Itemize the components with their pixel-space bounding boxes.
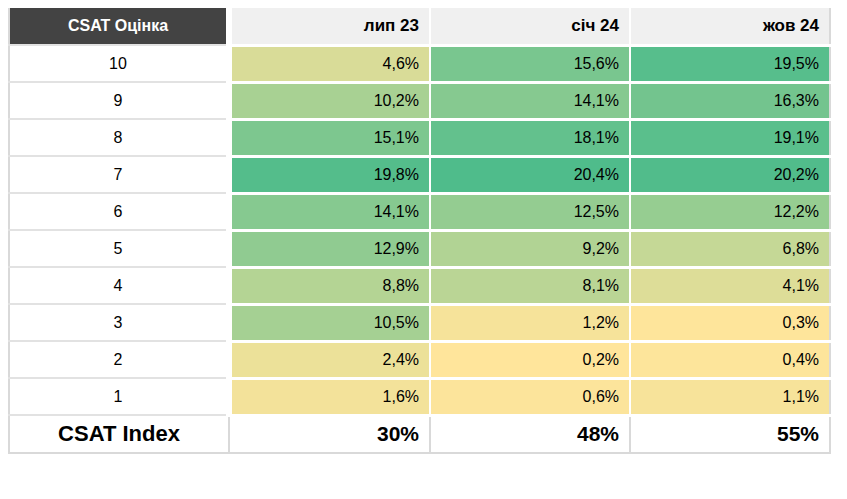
value-cell: 19,5% xyxy=(630,45,830,82)
table-row: 2 2,4% 0,2% 0,4% xyxy=(9,341,830,378)
value-cell: 14,1% xyxy=(430,82,630,119)
score-cell: 7 xyxy=(9,156,229,193)
corner-header-csat-score: CSAT Оцінка xyxy=(9,8,229,45)
column-header-oct-24: жов 24 xyxy=(630,8,830,45)
column-header-jan-24: січ 24 xyxy=(430,8,630,45)
value-cell: 0,6% xyxy=(430,378,630,415)
csat-index-value: 55% xyxy=(630,415,830,453)
score-cell: 2 xyxy=(9,341,229,378)
value-cell: 14,1% xyxy=(229,193,430,230)
value-cell: 12,2% xyxy=(630,193,830,230)
table-row: 1 1,6% 0,6% 1,1% xyxy=(9,378,830,415)
value-cell: 8,1% xyxy=(430,267,630,304)
value-cell: 10,2% xyxy=(229,82,430,119)
value-cell: 19,8% xyxy=(229,156,430,193)
csat-index-value: 48% xyxy=(430,415,630,453)
score-cell: 8 xyxy=(9,119,229,156)
value-cell: 4,1% xyxy=(630,267,830,304)
value-cell: 18,1% xyxy=(430,119,630,156)
table-row: 5 12,9% 9,2% 6,8% xyxy=(9,230,830,267)
table-header-row: CSAT Оцінка лип 23 січ 24 жов 24 xyxy=(9,8,830,45)
value-cell: 6,8% xyxy=(630,230,830,267)
table-row: 7 19,8% 20,4% 20,2% xyxy=(9,156,830,193)
value-cell: 15,6% xyxy=(430,45,630,82)
value-cell: 10,5% xyxy=(229,304,430,341)
value-cell: 15,1% xyxy=(229,119,430,156)
score-cell: 3 xyxy=(9,304,229,341)
value-cell: 1,6% xyxy=(229,378,430,415)
table-row: 9 10,2% 14,1% 16,3% xyxy=(9,82,830,119)
csat-heatmap-table: CSAT Оцінка лип 23 січ 24 жов 24 10 4,6%… xyxy=(8,8,831,454)
score-cell: 10 xyxy=(9,45,229,82)
value-cell: 12,5% xyxy=(430,193,630,230)
value-cell: 8,8% xyxy=(229,267,430,304)
value-cell: 1,2% xyxy=(430,304,630,341)
value-cell: 1,1% xyxy=(630,378,830,415)
value-cell: 12,9% xyxy=(229,230,430,267)
value-cell: 0,4% xyxy=(630,341,830,378)
value-cell: 9,2% xyxy=(430,230,630,267)
score-cell: 4 xyxy=(9,267,229,304)
value-cell: 16,3% xyxy=(630,82,830,119)
table-footer-row: CSAT Index 30% 48% 55% xyxy=(9,415,830,453)
value-cell: 4,6% xyxy=(229,45,430,82)
table-row: 8 15,1% 18,1% 19,1% xyxy=(9,119,830,156)
value-cell: 20,2% xyxy=(630,156,830,193)
csat-index-value: 30% xyxy=(229,415,430,453)
score-cell: 9 xyxy=(9,82,229,119)
value-cell: 2,4% xyxy=(229,341,430,378)
score-cell: 6 xyxy=(9,193,229,230)
column-header-jul-23: лип 23 xyxy=(229,8,430,45)
value-cell: 19,1% xyxy=(630,119,830,156)
value-cell: 0,2% xyxy=(430,341,630,378)
score-cell: 5 xyxy=(9,230,229,267)
value-cell: 20,4% xyxy=(430,156,630,193)
table-row: 6 14,1% 12,5% 12,2% xyxy=(9,193,830,230)
table-row: 3 10,5% 1,2% 0,3% xyxy=(9,304,830,341)
table-row: 4 8,8% 8,1% 4,1% xyxy=(9,267,830,304)
csat-index-label: CSAT Index xyxy=(9,415,229,453)
score-cell: 1 xyxy=(9,378,229,415)
value-cell: 0,3% xyxy=(630,304,830,341)
table-row: 10 4,6% 15,6% 19,5% xyxy=(9,45,830,82)
